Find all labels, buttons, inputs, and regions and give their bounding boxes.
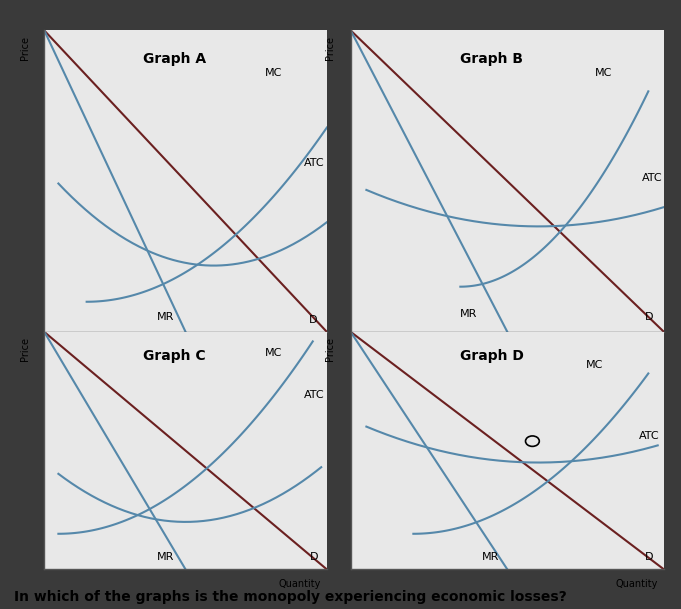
- Text: Quantity: Quantity: [616, 579, 658, 589]
- Text: MC: MC: [265, 68, 282, 78]
- Text: D: D: [645, 552, 654, 562]
- Text: D: D: [645, 312, 654, 322]
- Text: Quantity: Quantity: [279, 579, 321, 589]
- Text: ATC: ATC: [639, 431, 659, 441]
- Text: MC: MC: [265, 348, 282, 357]
- Text: D: D: [310, 552, 319, 562]
- Text: MR: MR: [460, 309, 478, 319]
- Text: Price: Price: [20, 337, 30, 361]
- Text: MR: MR: [157, 552, 175, 562]
- Text: ATC: ATC: [304, 158, 325, 168]
- Text: Price: Price: [325, 37, 335, 60]
- Text: In which of the graphs is the monopoly experiencing economic losses?: In which of the graphs is the monopoly e…: [14, 590, 567, 604]
- Text: Graph A: Graph A: [143, 52, 206, 66]
- Text: Quantity: Quantity: [279, 344, 321, 354]
- Text: MC: MC: [595, 68, 612, 78]
- Text: MR: MR: [157, 312, 175, 322]
- Text: Graph B: Graph B: [460, 52, 524, 66]
- Text: Price: Price: [20, 37, 30, 60]
- Text: Graph C: Graph C: [143, 348, 206, 362]
- Text: ATC: ATC: [642, 173, 663, 183]
- Text: Price: Price: [325, 337, 335, 361]
- Text: D: D: [308, 315, 317, 325]
- Text: MR: MR: [482, 552, 500, 562]
- Text: Graph D: Graph D: [460, 348, 524, 362]
- Text: ATC: ATC: [304, 390, 325, 400]
- Text: MC: MC: [586, 359, 603, 370]
- Text: Quantity: Quantity: [616, 344, 658, 354]
